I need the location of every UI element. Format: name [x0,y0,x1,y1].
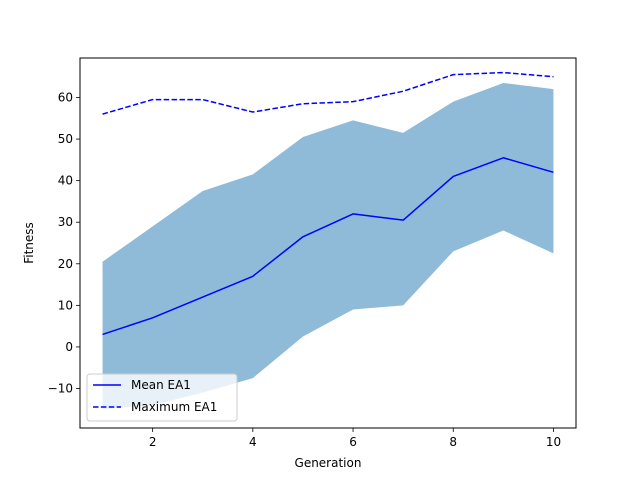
y-axis-label: Fitness [22,222,36,264]
y-tick-label: 40 [58,174,73,188]
legend-label-maximum: Maximum EA1 [131,400,217,414]
y-tick-label: 20 [58,257,73,271]
legend: Mean EA1 Maximum EA1 [86,373,238,422]
x-tick-label: 2 [149,435,157,449]
series-layer [102,71,554,336]
y-tick-label: 30 [58,215,73,229]
std-band-layer [102,82,554,410]
series-line-maximum-ea1 [102,71,554,115]
x-tick-label: 4 [249,435,257,449]
series-line-mean-ea1 [102,157,554,336]
x-axis-label: Generation [295,456,362,470]
y-tick-label: 50 [58,132,73,146]
std-band [102,82,554,410]
x-tick-label: 8 [449,435,457,449]
y-tick-label: 60 [58,90,73,104]
legend-box [86,373,238,422]
y-tick-label: 0 [65,340,73,354]
plot-area-frame [79,57,577,429]
x-tick-label: 6 [349,435,357,449]
x-tick-label: 10 [546,435,561,449]
y-tick-label: −10 [48,382,73,396]
legend-label-mean: Mean EA1 [131,378,191,392]
y-tick-label: 10 [58,298,73,312]
y-axis-ticks: −10 0 10 20 30 40 50 60 [48,90,80,396]
x-axis-ticks: 2 4 6 8 10 [149,428,561,449]
